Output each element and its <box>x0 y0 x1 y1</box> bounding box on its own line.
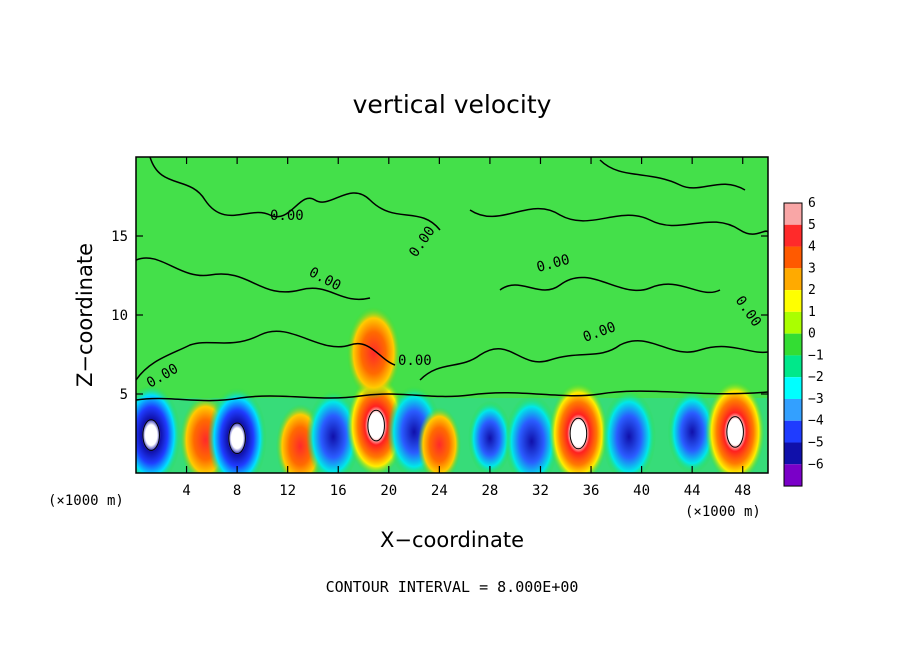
updraft-cell <box>417 407 462 473</box>
colorbar-tick-label: −4 <box>808 414 824 429</box>
x-tick-label: 16 <box>330 483 347 499</box>
contour-line <box>569 417 588 450</box>
colorbar-swatch <box>784 290 802 312</box>
colorbar-swatch <box>784 355 802 378</box>
contour-line <box>599 159 746 191</box>
y-tick-label: 5 <box>120 387 128 403</box>
plot-area: 0.00 0.00 0.00 0.00 0.00 0.00 0.00 0.00 <box>136 157 768 473</box>
colorbar-swatch <box>784 333 802 356</box>
colorbar-tick-label: 3 <box>808 261 816 276</box>
updraft-cell <box>346 306 401 400</box>
colorbar-tick-label: −1 <box>808 348 824 363</box>
contour-line <box>726 416 744 448</box>
y-tick-label: 10 <box>111 308 128 324</box>
x-units-right: (×1000 m) <box>685 504 761 520</box>
colorbar-tick-label: 5 <box>808 218 816 233</box>
x-tick-label: 8 <box>233 483 241 499</box>
colorbar-swatch <box>784 377 802 399</box>
contour-line <box>367 409 385 442</box>
contour-line <box>136 257 371 301</box>
velocity-cells <box>136 306 765 473</box>
updraft-cell <box>705 380 765 473</box>
downdraft-cell <box>601 390 656 473</box>
contour-line <box>149 157 441 231</box>
contour-line <box>136 330 396 381</box>
contour-line <box>499 276 721 294</box>
colorbar-tick-label: −6 <box>808 457 824 472</box>
colorbar-swatch <box>784 442 802 465</box>
contour-interval-note: CONTOUR INTERVAL = 8.000E+00 <box>326 578 579 596</box>
colorbar-swatch <box>784 268 802 291</box>
colorbar: 6 5 4 3 2 1 0 −1 −2 −3 −4 −5 −6 <box>783 196 824 487</box>
colorbar-tick-label: 2 <box>808 283 816 298</box>
contour-line <box>142 419 160 451</box>
colorbar-swatch <box>784 246 802 269</box>
colorbar-frame <box>783 202 803 487</box>
colorbar-swatch <box>784 398 802 421</box>
downdraft-cell <box>207 387 267 473</box>
colorbar-tick-label: −2 <box>808 370 824 385</box>
colorbar-swatch <box>784 464 802 487</box>
contour-line <box>136 390 768 402</box>
downdraft-cell <box>667 389 717 473</box>
downdraft-cell <box>504 394 559 473</box>
x-units-left: (×1000 m) <box>48 493 124 509</box>
x-axis-ticks: 4 8 12 16 20 24 28 32 36 40 44 48 <box>182 157 751 499</box>
y-axis-ticks: 5 10 15 <box>111 229 768 403</box>
x-tick-label: 48 <box>734 483 751 499</box>
contour-label: 0.00 <box>398 353 432 369</box>
contour-line <box>419 340 768 381</box>
downdraft-cell <box>306 390 361 473</box>
x-tick-label: 32 <box>532 483 549 499</box>
chart-title: vertical velocity <box>353 90 552 119</box>
colorbar-swatch <box>784 203 802 225</box>
updraft-cell <box>548 382 608 473</box>
contour-line <box>469 207 768 235</box>
x-tick-label: 36 <box>583 483 600 499</box>
colorbar-tick-label: −3 <box>808 392 824 407</box>
colorbar-tick-label: 4 <box>808 240 816 255</box>
x-tick-label: 40 <box>633 483 650 499</box>
x-tick-label: 28 <box>481 483 498 499</box>
y-tick-label: 15 <box>111 229 128 245</box>
x-tick-label: 44 <box>684 483 701 499</box>
colorbar-tick-label: 1 <box>808 305 816 320</box>
x-tick-label: 12 <box>279 483 296 499</box>
y-axis-label: Z−coordinate <box>73 243 97 387</box>
colorbar-swatch <box>784 311 802 334</box>
contour-line <box>228 422 246 455</box>
colorbar-swatch <box>784 224 802 247</box>
downdraft-cell <box>468 400 512 473</box>
colorbar-tick-label: 0 <box>808 327 816 342</box>
colorbar-tick-label: 6 <box>808 196 816 211</box>
zero-contours <box>136 157 768 402</box>
x-axis-label: X−coordinate <box>380 528 524 552</box>
x-tick-label: 20 <box>380 483 397 499</box>
x-tick-label: 4 <box>182 483 190 499</box>
colorbar-swatch <box>784 420 802 443</box>
contour-label: 0.00 <box>270 208 304 224</box>
x-tick-label: 24 <box>431 483 448 499</box>
colorbar-tick-label: −5 <box>808 436 824 451</box>
